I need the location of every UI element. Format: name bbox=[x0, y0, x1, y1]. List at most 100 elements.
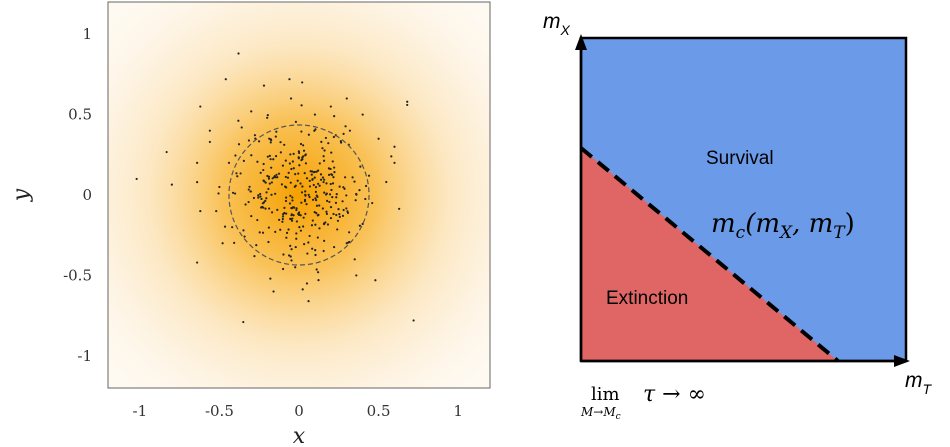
scatter-point bbox=[289, 153, 292, 156]
scatter-point bbox=[304, 154, 307, 157]
scatter-point bbox=[231, 226, 234, 229]
scatter-point bbox=[299, 142, 303, 146]
scatter-point bbox=[339, 140, 342, 143]
scatter-point bbox=[260, 197, 263, 201]
scatter-point bbox=[361, 222, 364, 226]
scatter-point bbox=[298, 226, 301, 229]
scatter-point bbox=[289, 97, 293, 100]
scatter-point bbox=[250, 154, 253, 157]
scatter-point bbox=[267, 240, 270, 244]
scatter-point bbox=[244, 203, 247, 206]
critical-boundary-line bbox=[579, 146, 840, 363]
scatter-point bbox=[297, 156, 300, 159]
scatter-point bbox=[269, 277, 272, 280]
scatter-point bbox=[262, 84, 266, 87]
x-axis-label: mT bbox=[905, 369, 933, 397]
x-axis-label: x bbox=[293, 424, 306, 447]
scatter-point bbox=[333, 166, 336, 169]
scatter-point bbox=[288, 78, 291, 81]
scatter-point bbox=[208, 129, 211, 132]
survival-label: Survival bbox=[706, 148, 774, 169]
scatter-point bbox=[224, 78, 227, 81]
scatter-point bbox=[335, 193, 338, 196]
scatter-point bbox=[321, 176, 325, 179]
scatter-point bbox=[345, 242, 348, 245]
scatter-point bbox=[359, 165, 362, 168]
scatter-point bbox=[199, 105, 202, 108]
scatter-point bbox=[393, 161, 396, 164]
scatter-point bbox=[268, 154, 271, 157]
scatter-point bbox=[393, 145, 396, 148]
scatter-point bbox=[328, 200, 331, 204]
scatter-point bbox=[301, 185, 304, 188]
scatter-point bbox=[261, 231, 265, 234]
scatter-point bbox=[355, 274, 358, 277]
scatter-point bbox=[314, 190, 317, 193]
scatter-point bbox=[322, 222, 326, 225]
y-tick-labels: 1 0.5 0 -0.5 -1 bbox=[63, 25, 92, 365]
scatter-point bbox=[305, 282, 309, 285]
scatter-point bbox=[276, 208, 279, 211]
scatter-point bbox=[277, 172, 281, 175]
scatter-point bbox=[170, 183, 173, 186]
scatter-point bbox=[355, 192, 358, 196]
scatter-point bbox=[390, 155, 393, 158]
scatter-point bbox=[268, 207, 271, 210]
plot-frame bbox=[107, 1, 491, 389]
scatter-point bbox=[270, 193, 273, 196]
scatter-point bbox=[289, 217, 292, 221]
scatter-point bbox=[215, 209, 218, 213]
scatter-point bbox=[292, 167, 295, 170]
scatter-point bbox=[312, 183, 315, 187]
x-tick-label: 0.5 bbox=[367, 402, 391, 420]
y-axis-label: y bbox=[9, 188, 34, 202]
scatter-point bbox=[316, 236, 319, 239]
scatter-point bbox=[336, 228, 339, 231]
scatter-point bbox=[354, 199, 357, 202]
scatter-point bbox=[274, 135, 277, 138]
scatter-point bbox=[310, 224, 314, 227]
phase-diagram: mX mT Survival Extinction mc(mX, mT) lim… bbox=[543, 10, 933, 422]
scatter-point bbox=[292, 152, 295, 155]
scatter-point bbox=[300, 191, 304, 194]
scatter-point bbox=[291, 217, 294, 220]
scatter-point bbox=[361, 113, 364, 116]
scatter-point bbox=[248, 185, 251, 188]
scatter-point bbox=[240, 126, 243, 129]
scatter-point bbox=[289, 255, 292, 258]
scatter-point bbox=[346, 211, 350, 214]
scatter-point bbox=[342, 208, 345, 212]
scatter-point bbox=[308, 234, 311, 238]
scatter-point bbox=[367, 174, 371, 177]
scatter-point bbox=[358, 224, 361, 227]
scatter-point bbox=[288, 254, 291, 257]
scatter-point bbox=[237, 52, 240, 55]
scatter-point bbox=[278, 218, 281, 221]
scatter-point bbox=[283, 143, 286, 146]
scatter-point bbox=[289, 181, 292, 184]
scatter-point bbox=[234, 154, 237, 157]
scatter-point bbox=[364, 184, 368, 188]
y-tick-label: -0.5 bbox=[63, 266, 92, 284]
scatter-point bbox=[268, 137, 271, 140]
limit-subscript: M→Mc bbox=[580, 405, 621, 422]
scatter-point bbox=[233, 241, 236, 244]
scatter-point bbox=[196, 181, 199, 184]
scatter-point bbox=[323, 149, 326, 152]
scatter-point bbox=[270, 138, 273, 142]
scatter-point bbox=[406, 100, 409, 103]
scatter-point bbox=[290, 207, 293, 210]
scatter-point bbox=[345, 97, 348, 100]
scatter-point bbox=[307, 193, 310, 196]
scatter-point bbox=[311, 219, 314, 222]
scatter-point bbox=[318, 184, 321, 187]
scatter-point bbox=[332, 135, 335, 139]
scatter-point bbox=[315, 170, 318, 173]
scatter-point bbox=[329, 105, 332, 108]
scatter-point bbox=[266, 114, 269, 117]
scatter-point bbox=[218, 185, 221, 189]
scatter-point bbox=[305, 177, 309, 180]
scatter-point bbox=[315, 211, 318, 215]
y-axis-arrowhead bbox=[575, 34, 587, 50]
limit-operator: lim bbox=[591, 384, 620, 405]
